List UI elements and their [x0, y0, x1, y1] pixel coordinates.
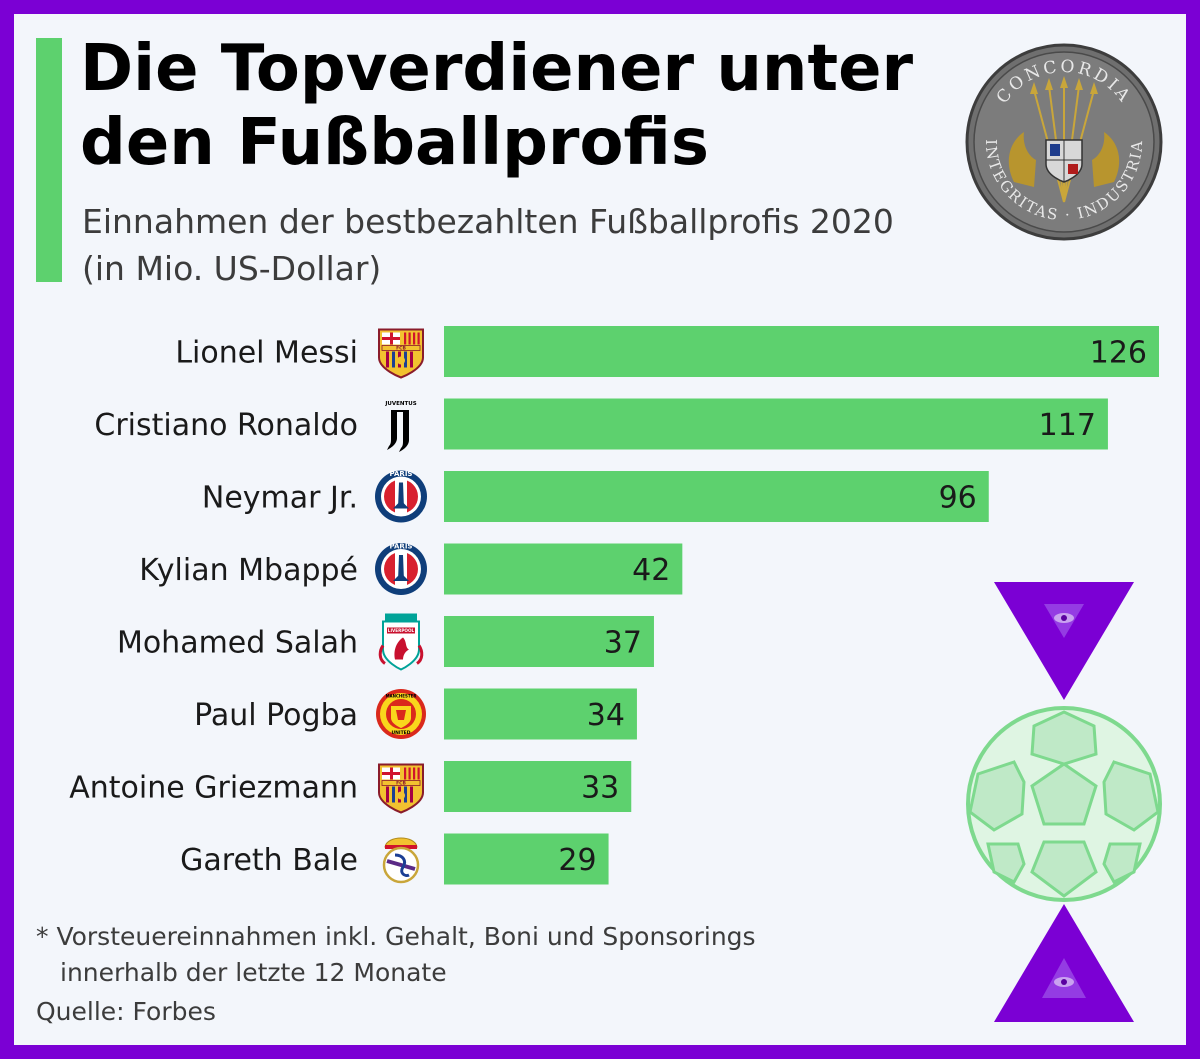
data-label: 117: [1039, 408, 1096, 443]
data-label: 33: [581, 771, 619, 806]
manchester-united-logo-icon: MANCHESTER UNITED: [376, 689, 426, 739]
psg-logo-icon: PARIS: [375, 470, 427, 523]
svg-text:JUVENTUS: JUVENTUS: [384, 401, 416, 407]
title-line-2: den Fußballprofis: [80, 106, 709, 180]
category-label: Neymar Jr.: [202, 481, 358, 516]
data-label: 34: [587, 698, 625, 733]
data-label: 37: [604, 626, 642, 661]
source: Quelle: Forbes: [36, 997, 216, 1026]
subtitle: Einnahmen der bestbezahlten Fußballprofi…: [82, 198, 1002, 292]
bar: [444, 398, 1108, 450]
bar: [444, 471, 989, 522]
subtitle-line-1: Einnahmen der bestbezahlten Fußballprofi…: [82, 202, 894, 241]
data-label: 96: [939, 481, 977, 516]
footnote: * Vorsteuereinnahmen inkl. Gehalt, Boni …: [36, 919, 756, 991]
data-label: 42: [632, 553, 670, 588]
football-icon: [966, 706, 1162, 902]
bar: [444, 761, 632, 812]
liverpool-logo-icon: LIVERPOOL: [378, 613, 424, 671]
infographic-frame: Die Topverdiener unter den Fußballprofis…: [14, 14, 1186, 1045]
bar-row: Lionel Messi FCB 126: [175, 326, 1159, 379]
juventus-logo-icon: JUVENTUS: [384, 401, 417, 452]
bar-row: Gareth Bale 29: [180, 833, 609, 885]
svg-text:UNITED: UNITED: [392, 730, 411, 736]
category-label: Kylian Mbappé: [139, 553, 358, 588]
bar: [444, 326, 1159, 377]
fc-barcelona-logo-icon: FCB: [378, 763, 424, 814]
page-title: Die Topverdiener unter den Fußballprofis: [80, 32, 980, 180]
category-label: Mohamed Salah: [117, 626, 358, 661]
bar-row: Cristiano Ronaldo JUVENTUS 117: [94, 398, 1108, 452]
data-label: 126: [1090, 336, 1147, 371]
svg-text:MANCHESTER: MANCHESTER: [386, 694, 417, 699]
bar-chart: Lionel Messi FCB 126 Cristiano Ronaldo JUVEN…: [69, 326, 1159, 885]
psg-logo-icon: PARIS: [375, 543, 427, 595]
svg-text:FCB: FCB: [396, 781, 406, 787]
footnote-line-2: innerhalb der letzte 12 Monate: [60, 958, 447, 987]
bar-row: Mohamed Salah LIVERPOOL 37: [117, 613, 654, 671]
concordia-seal-icon: CONCORDIA INTEGRITAS · INDUSTRIA: [965, 43, 1163, 241]
svg-text:LIVERPOOL: LIVERPOOL: [388, 628, 415, 633]
bar: [444, 688, 637, 740]
bar: [444, 616, 654, 667]
bar-row: Paul Pogba MANCHESTER UNITED 34: [194, 688, 637, 740]
footnote-line-1: * Vorsteuereinnahmen inkl. Gehalt, Boni …: [36, 922, 756, 951]
category-label: Paul Pogba: [194, 698, 358, 733]
svg-text:FCB: FCB: [396, 346, 406, 352]
category-label: Gareth Bale: [180, 843, 358, 878]
subtitle-line-2: (in Mio. US-Dollar): [82, 249, 382, 288]
bar-row: Kylian Mbappé PARIS 42: [139, 543, 683, 595]
accent-bar: [36, 38, 62, 282]
category-label: Antoine Griezmann: [69, 771, 358, 806]
category-label: Lionel Messi: [175, 336, 358, 371]
data-label: 29: [558, 843, 596, 878]
bar-row: Antoine Griezmann FCB 33: [69, 761, 632, 814]
eye-triangle-down-icon: [994, 582, 1134, 700]
real-madrid-logo-icon: [382, 837, 420, 884]
category-label: Cristiano Ronaldo: [94, 408, 358, 443]
svg-text:PARIS: PARIS: [390, 543, 413, 551]
svg-text:PARIS: PARIS: [390, 470, 413, 478]
eye-triangle-up-icon: [994, 904, 1134, 1022]
title-line-1: Die Topverdiener unter: [80, 32, 914, 106]
bar: [444, 833, 609, 885]
bar-row: Neymar Jr. PARIS 96: [202, 470, 989, 523]
fc-barcelona-logo-icon: FCB: [378, 328, 424, 379]
bar: [444, 543, 683, 595]
